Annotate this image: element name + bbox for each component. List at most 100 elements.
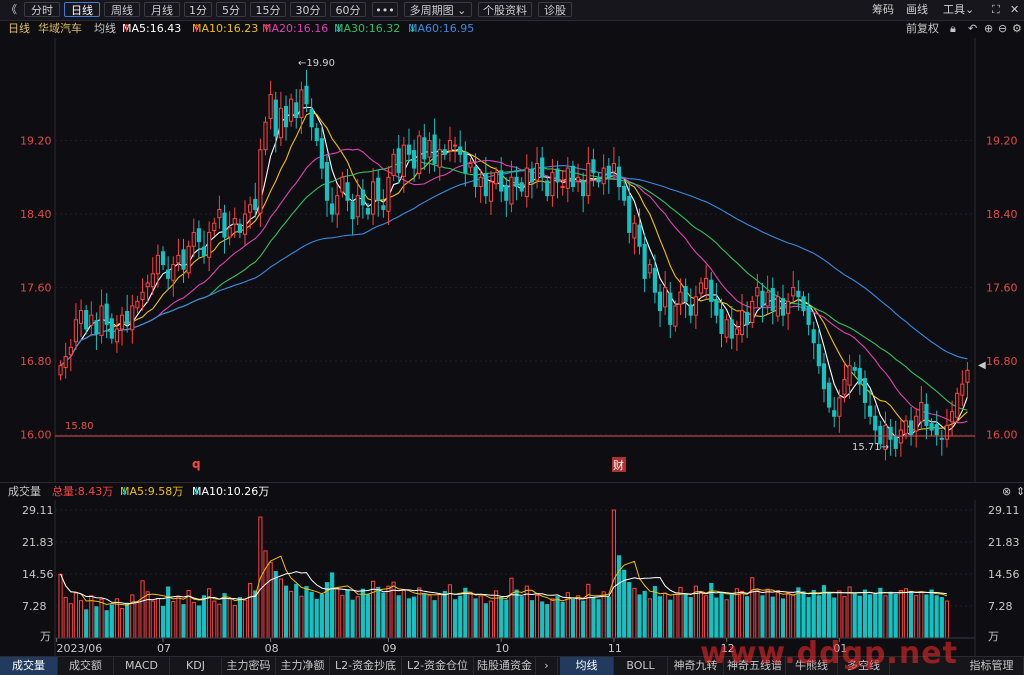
date-label: 11 bbox=[608, 642, 622, 655]
volume-bar bbox=[191, 601, 196, 639]
candle-body bbox=[78, 310, 84, 324]
tab-weekly[interactable]: 周线 bbox=[104, 2, 140, 17]
volume-bar bbox=[217, 603, 222, 639]
volume-tick-right: 21.83 bbox=[988, 536, 1020, 549]
candle-body bbox=[908, 420, 914, 436]
volume-bar bbox=[637, 594, 642, 639]
candle-body bbox=[237, 223, 242, 233]
ma20-line bbox=[60, 148, 968, 424]
candle-body bbox=[207, 231, 212, 258]
candle-body bbox=[586, 162, 591, 197]
down-arrow-icon: ↓ bbox=[192, 485, 202, 498]
adjust-dropdown[interactable]: 前复权 bbox=[906, 22, 939, 35]
volume-tick-right: 14.56 bbox=[988, 568, 1020, 581]
volume-bar bbox=[898, 590, 903, 639]
tab-60min[interactable]: 60分 bbox=[330, 2, 366, 17]
volume-bar bbox=[73, 592, 79, 639]
candle-body bbox=[862, 378, 868, 403]
ma-label[interactable]: 均线 bbox=[94, 22, 116, 35]
candle-body bbox=[186, 245, 191, 274]
indicator-tab-bar: 成交量 成交额 MACD KDJ 主力密码 主力净额 L2-资金抄底 L2-资金… bbox=[0, 656, 1024, 675]
lock-icon[interactable]: 🔒︎ bbox=[950, 22, 956, 35]
candle-body bbox=[770, 287, 775, 312]
volume-chart[interactable]: 29.11 21.83 14.56 7.28 万 29.11 21.83 14.56 7.28… bbox=[0, 500, 1024, 656]
down-arrow-icon: ↓ bbox=[408, 22, 418, 35]
candle-body bbox=[417, 135, 422, 175]
tab-main-force-code[interactable]: 主力密码 bbox=[222, 657, 276, 675]
tab-1min[interactable]: 1分 bbox=[184, 2, 212, 17]
tab-main-force-net[interactable]: 主力净额 bbox=[276, 657, 330, 675]
stock-info-button[interactable]: 个股资料 bbox=[478, 2, 532, 17]
tab-macd[interactable]: MACD bbox=[114, 657, 170, 675]
zoom-out-icon[interactable]: ⊖ bbox=[998, 22, 1008, 35]
multi-period-dropdown[interactable]: 多周期图 ⌄ bbox=[404, 2, 472, 17]
candle-body bbox=[540, 157, 545, 178]
tab-hk-connect[interactable]: 陆股通资金 bbox=[474, 657, 536, 675]
settings-icon[interactable]: ⚙ bbox=[1012, 22, 1022, 35]
volume-bar bbox=[304, 586, 309, 639]
event-cai-badge[interactable] bbox=[612, 457, 626, 472]
volume-bar bbox=[248, 582, 253, 639]
tab-ma[interactable]: 均线 bbox=[560, 657, 614, 675]
tab-indicator-manage[interactable]: 指标管理 bbox=[960, 657, 1024, 675]
price-plot-bg bbox=[55, 38, 975, 482]
tab-magic-nine[interactable]: 神奇九转 bbox=[668, 657, 724, 675]
price-chart[interactable]: 19.20 18.40 17.60 16.80 16.00 19.20 18.40 17.6… bbox=[0, 38, 1024, 482]
candle-body bbox=[432, 134, 437, 164]
volume-bar bbox=[786, 592, 791, 639]
candle-body bbox=[673, 305, 678, 327]
support-label: 15.80 bbox=[65, 421, 94, 432]
candle-body bbox=[591, 159, 596, 174]
tab-monthly[interactable]: 月线 bbox=[144, 2, 180, 17]
tab-daily[interactable]: 日线 bbox=[64, 2, 100, 17]
candle-body bbox=[452, 144, 458, 147]
close-panel-icon[interactable]: ⊗ bbox=[1002, 485, 1012, 498]
move-panel-icon[interactable]: ⇕ bbox=[1016, 485, 1024, 498]
tab-intraday[interactable]: 分时 bbox=[24, 2, 60, 17]
candle-body bbox=[534, 162, 540, 181]
tab-turnover[interactable]: 成交额 bbox=[58, 657, 114, 675]
candle-body bbox=[406, 144, 412, 155]
tab-15min[interactable]: 15分 bbox=[250, 2, 286, 17]
tab-30min[interactable]: 30分 bbox=[290, 2, 326, 17]
diagnose-button[interactable]: 诊股 bbox=[538, 2, 572, 17]
volume-bar bbox=[770, 596, 775, 639]
volume-ticks-left: 29.11 21.83 14.56 7.28 万 bbox=[22, 504, 54, 643]
tab-boll[interactable]: BOLL bbox=[614, 657, 668, 675]
date-label: 12 bbox=[721, 642, 735, 655]
tab-l2-bottom[interactable]: L2-资金抄底 bbox=[330, 657, 402, 675]
fullscreen-icon[interactable]: ⛶ bbox=[992, 3, 1000, 16]
chips-button[interactable]: 筹码 bbox=[872, 3, 894, 16]
ma30-line bbox=[60, 159, 968, 411]
tab-long-short[interactable]: 多空线 bbox=[838, 657, 890, 675]
zoom-in-icon[interactable]: ⊕ bbox=[984, 22, 994, 35]
candle-body bbox=[596, 177, 601, 183]
candle-body bbox=[304, 85, 309, 105]
tab-5min[interactable]: 5分 bbox=[216, 2, 246, 17]
more-button[interactable]: ••• bbox=[372, 2, 398, 17]
undo-icon[interactable]: ↶ bbox=[968, 22, 978, 35]
candle-body bbox=[565, 167, 570, 189]
tab-kdj[interactable]: KDJ bbox=[170, 657, 222, 675]
candle-body bbox=[442, 149, 447, 155]
tab-magic-five[interactable]: 神奇五线谱 bbox=[724, 657, 786, 675]
tools-dropdown[interactable]: 工具⌄ bbox=[943, 2, 974, 17]
volume-bar bbox=[683, 593, 688, 639]
close-icon[interactable]: ✕ bbox=[1010, 3, 1020, 16]
volume-bar bbox=[350, 599, 355, 639]
volume-bar bbox=[832, 597, 837, 639]
candle-body bbox=[217, 208, 222, 219]
candle-body bbox=[683, 286, 688, 302]
candle-body bbox=[821, 363, 827, 390]
price-tick-left: 16.80 bbox=[20, 355, 52, 368]
volume-bar bbox=[140, 580, 145, 639]
collapse-icon[interactable]: 《 bbox=[6, 3, 17, 16]
draw-button[interactable]: 画线 bbox=[906, 3, 928, 16]
tab-volume[interactable]: 成交量 bbox=[0, 657, 58, 675]
event-q-marker[interactable]: q bbox=[192, 457, 201, 471]
tab-bull-bear[interactable]: 牛熊线 bbox=[786, 657, 838, 675]
volume-title[interactable]: 成交量 bbox=[8, 485, 41, 498]
up-arrow-icon: ↑ bbox=[192, 22, 202, 35]
scroll-right-icon[interactable]: › bbox=[536, 657, 558, 675]
tab-l2-position[interactable]: L2-资金仓位 bbox=[402, 657, 474, 675]
